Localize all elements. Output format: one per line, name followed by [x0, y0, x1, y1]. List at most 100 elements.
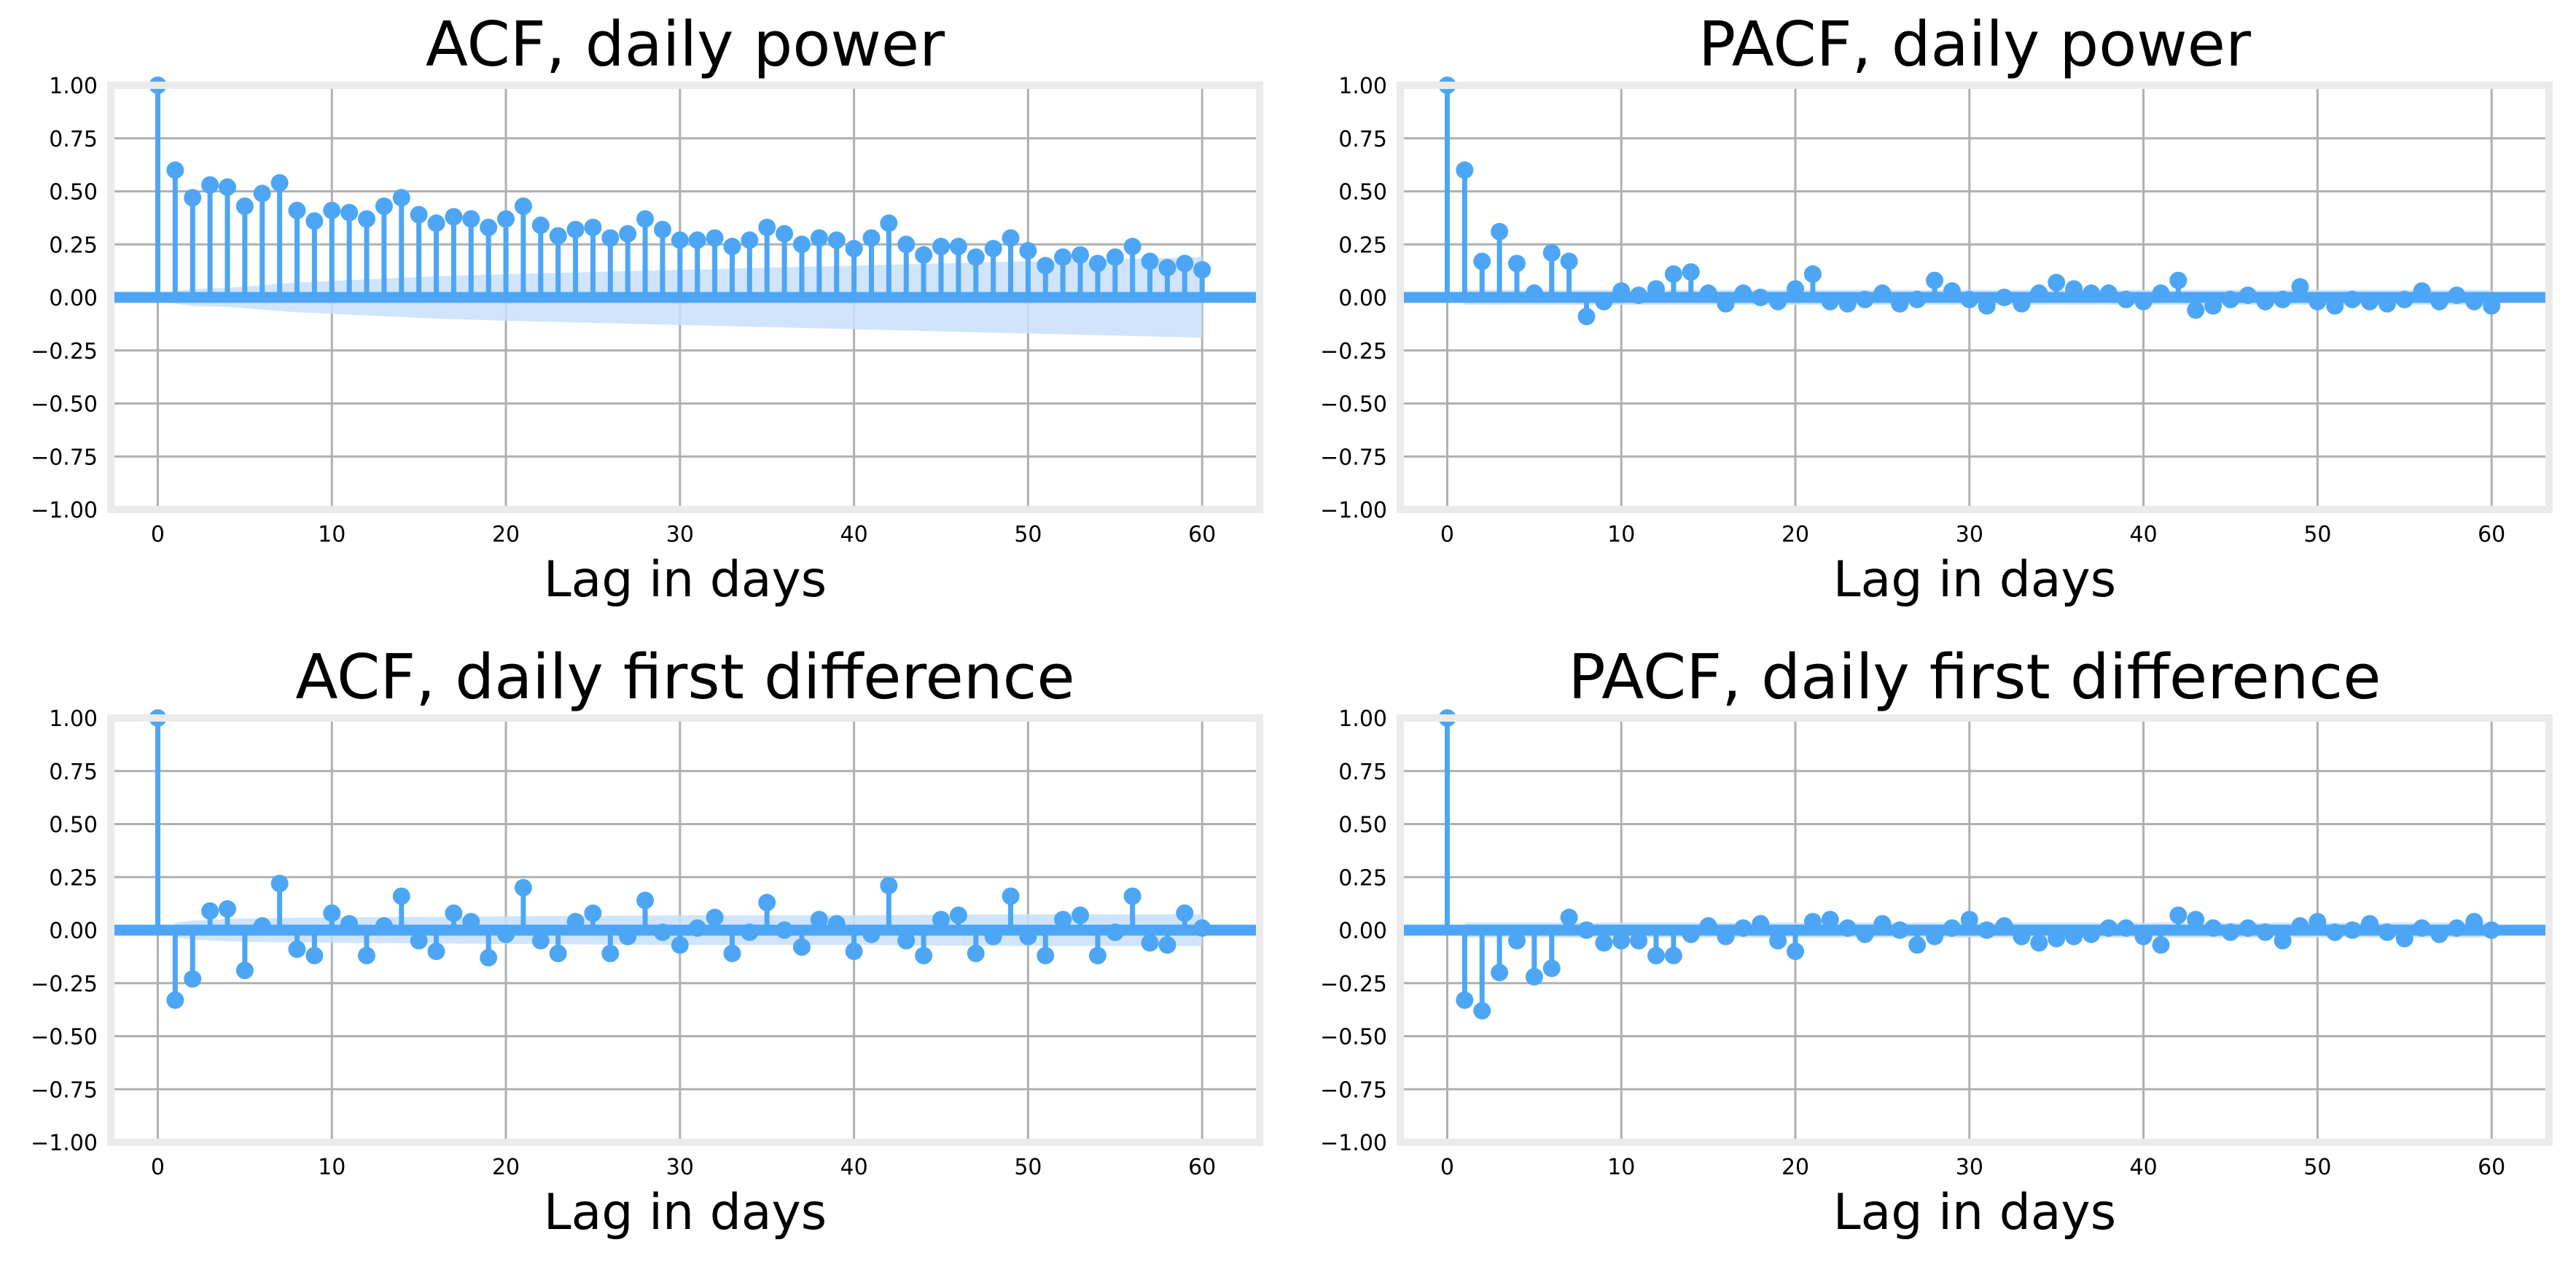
stem-marker — [1943, 282, 1961, 300]
stem-marker — [1072, 246, 1090, 264]
stem-marker — [480, 948, 498, 967]
stem-marker — [915, 246, 933, 264]
stem-marker — [636, 210, 655, 228]
stem-marker — [1542, 243, 1561, 262]
plot-area: 0 10 20 30 40 50 60 −1.00 −0.75 −0.50 −0.25 0.00 0.2… — [1320, 706, 2553, 1180]
stem-marker — [166, 991, 184, 1010]
x-axis-label: Lag in days — [544, 551, 827, 609]
stem-marker — [827, 915, 846, 933]
y-tick-label: −0.75 — [31, 1077, 98, 1103]
stem-marker — [1158, 259, 1176, 277]
stem-marker — [253, 184, 271, 203]
stem-marker — [810, 910, 828, 929]
stem-marker — [1630, 286, 1648, 305]
stem-marker — [1456, 991, 1474, 1010]
stem-marker — [741, 923, 759, 941]
stem-marker — [184, 189, 202, 207]
stem-marker — [1891, 921, 1909, 939]
stem-marker — [2152, 284, 2170, 303]
stem-marker — [1037, 946, 1055, 964]
stem-marker — [2395, 929, 2413, 948]
stem-marker — [2222, 290, 2240, 308]
stem-marker — [184, 970, 202, 988]
stem-marker — [1141, 252, 1159, 270]
x-tick-label: 0 — [151, 522, 165, 547]
stem-marker — [862, 229, 881, 247]
stem-marker — [218, 178, 236, 196]
stem-marker — [845, 943, 863, 961]
y-tick-label: 0.50 — [1338, 813, 1387, 838]
stem-marker — [288, 201, 306, 219]
stem-marker — [1821, 292, 1839, 311]
x-tick-label: 60 — [1188, 522, 1216, 547]
stem-marker — [2117, 919, 2135, 937]
stem-marker — [305, 946, 324, 964]
stem-marker — [619, 927, 637, 945]
y-tick-label: 0.50 — [1338, 180, 1387, 206]
stem-marker — [2239, 919, 2257, 937]
stem-marker — [1734, 284, 1752, 303]
stem-marker — [706, 908, 724, 926]
stem-marker — [1699, 284, 1717, 303]
y-tick-label: −0.75 — [1320, 445, 1387, 470]
stem-marker — [1995, 289, 2013, 306]
stem-marker — [1682, 263, 1700, 281]
stem-marker — [2361, 915, 2379, 933]
stem-marker — [462, 210, 480, 228]
x-tick-label: 10 — [1607, 522, 1635, 547]
x-tick-label: 60 — [2478, 1155, 2505, 1180]
stem-marker — [827, 231, 846, 249]
stem-marker — [1473, 1002, 1491, 1020]
stem-marker — [235, 961, 254, 980]
stem-marker — [758, 218, 776, 236]
plot-frame — [1397, 82, 2553, 513]
stem-marker — [688, 919, 706, 937]
stem-marker — [984, 927, 1002, 945]
stem-marker — [584, 904, 602, 922]
stem-marker — [2430, 292, 2448, 311]
y-tick-label: −1.00 — [31, 498, 98, 523]
stem-marker — [2273, 932, 2292, 950]
stem-marker — [2256, 292, 2274, 311]
y-tick-label: −0.25 — [31, 339, 98, 364]
stem-marker — [967, 945, 985, 963]
stem-marker — [1542, 959, 1561, 978]
x-axis-label: Lag in days — [544, 1184, 827, 1241]
stem-marker — [1978, 297, 1996, 315]
stem-marker — [1769, 292, 1787, 311]
stem-marker — [2169, 906, 2187, 924]
stem-marker — [2134, 292, 2152, 311]
stem-marker — [1072, 906, 1090, 924]
x-tick-label: 10 — [318, 522, 346, 547]
x-axis-label: Lag in days — [1833, 1184, 2116, 1241]
stem-marker — [671, 936, 689, 954]
x-tick-label: 30 — [666, 1155, 694, 1180]
stem-marker — [410, 206, 428, 224]
stem-marker — [427, 943, 445, 961]
stem-marker — [2117, 290, 2135, 308]
x-tick-label: 0 — [1440, 522, 1454, 547]
stem-marker — [1019, 927, 1037, 945]
x-tick-label: 20 — [1781, 1155, 1809, 1180]
y-tick-label: −0.50 — [1320, 1025, 1387, 1050]
stem-marker — [514, 197, 532, 215]
x-tick-label: 40 — [840, 1155, 868, 1180]
stem-marker — [305, 212, 324, 230]
stem-marker — [2291, 917, 2309, 935]
y-tick-label: 0.00 — [49, 286, 98, 311]
stem-marker — [253, 917, 271, 935]
stem-marker — [601, 945, 620, 963]
x-tick-label: 20 — [492, 1155, 520, 1180]
x-tick-label: 50 — [2303, 1155, 2331, 1180]
stem-marker — [549, 227, 567, 245]
y-tick-label: 0.25 — [1338, 233, 1387, 258]
stem-marker — [2187, 910, 2205, 929]
panel-acf-daily-first-difference: ACF, daily first difference 0 10 20 30 40 50 6… — [31, 641, 1263, 1241]
stem-marker — [2239, 286, 2257, 305]
stem-marker — [1943, 919, 1961, 937]
stem-marker — [741, 231, 759, 249]
stem-marker — [2152, 936, 2170, 954]
y-tick-label: 0.75 — [49, 760, 98, 785]
stem-marker — [1123, 238, 1141, 256]
stem-marker — [2483, 921, 2501, 939]
